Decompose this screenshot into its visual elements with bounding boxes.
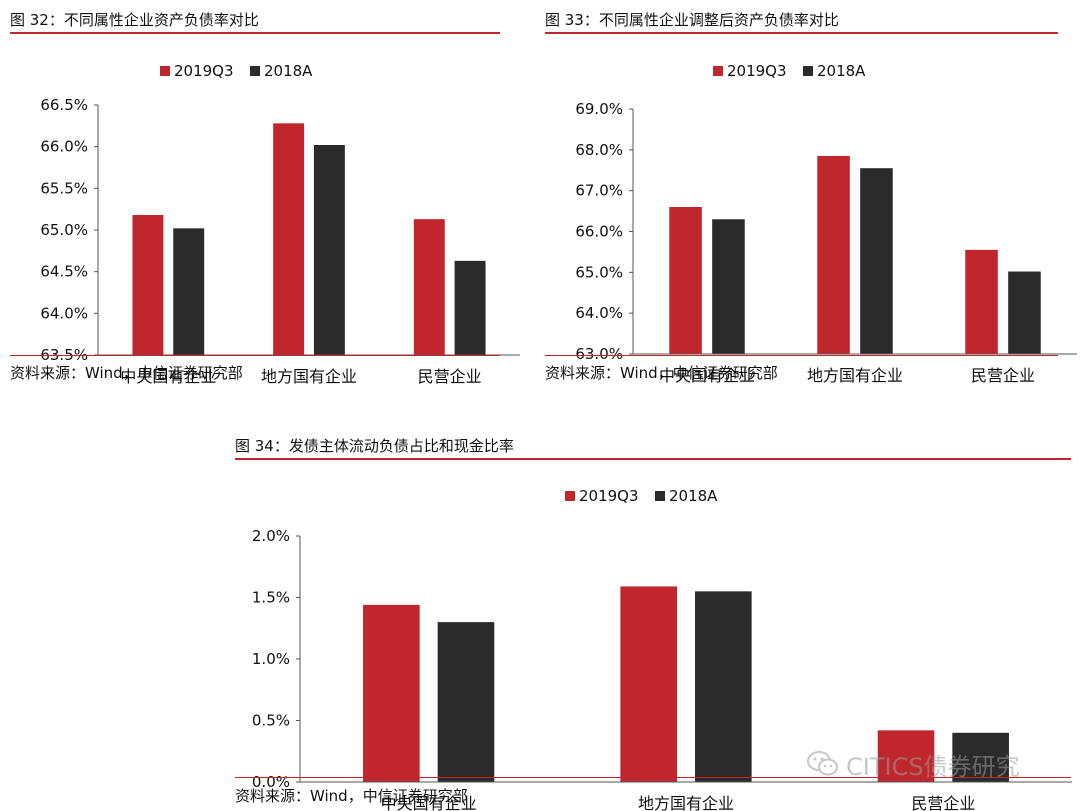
bar — [860, 168, 893, 354]
legend-swatch — [250, 66, 260, 76]
y-tick-label: 65.0% — [40, 221, 88, 239]
bar — [712, 219, 745, 354]
legend-label: 2019Q3 — [174, 62, 234, 80]
x-tick-label: 地方国有企业 — [638, 794, 734, 811]
bar — [132, 215, 164, 355]
legend-label: 2019Q3 — [579, 487, 639, 505]
legend-swatch — [655, 491, 665, 501]
watermark-text: CITICS债券研究 — [846, 752, 1020, 781]
y-tick-label: 64.5% — [40, 263, 88, 281]
source-rule — [545, 355, 1058, 356]
bar-chart-figure-33: 2019Q3 2018A 63.0% 64.0% 65.0% 66.0% 67.0% 68.0… — [575, 62, 1077, 385]
source-note: 资料来源：Wind，中信证券研究部 — [545, 364, 778, 382]
bar — [313, 145, 345, 355]
bar — [877, 730, 935, 782]
y-tick-label: 1.5% — [252, 589, 290, 607]
y-tick-label: 64.0% — [40, 304, 88, 322]
bar — [363, 604, 420, 782]
y-tick-label: 68.0% — [575, 141, 623, 159]
legend-label: 2018A — [817, 62, 866, 80]
bar — [437, 622, 495, 782]
y-tick-label: 2.0% — [252, 527, 290, 545]
bar — [273, 123, 305, 355]
source-rule — [235, 777, 1071, 778]
x-tick-label: 地方国有企业 — [807, 366, 903, 385]
legend-label: 2018A — [264, 62, 313, 80]
figure-title: 图 34：发债主体流动负债占比和现金比率 — [235, 437, 514, 455]
legend-label: 2018A — [669, 487, 718, 505]
title-rule — [10, 32, 500, 34]
y-tick-label: 66.0% — [575, 223, 623, 241]
title-rule — [235, 458, 1071, 460]
bar — [952, 732, 1009, 782]
x-tick-label: 地方国有企业 — [261, 367, 357, 386]
figure-33: 图 33：不同属性企业调整后资产负债率对比 2019Q3 2018A 63.0% 64… — [545, 10, 1077, 390]
x-tick-label: 民营企业 — [418, 367, 482, 386]
legend-swatch — [565, 491, 575, 501]
x-tick-label: 民营企业 — [971, 366, 1035, 385]
legend-label: 2019Q3 — [727, 62, 787, 80]
bar — [620, 586, 677, 782]
bar — [173, 228, 205, 355]
y-tick-label: 65.0% — [575, 263, 623, 281]
watermark: CITICS债券研究 — [806, 748, 1020, 781]
y-tick-label: 1.0% — [252, 650, 290, 668]
source-note: 资料来源：Wind，中信证券研究部 — [235, 787, 468, 805]
legend-swatch — [803, 66, 813, 76]
legend-swatch — [160, 66, 170, 76]
y-tick-label: 63.0% — [575, 345, 623, 363]
bar — [669, 207, 702, 354]
bar — [695, 591, 752, 782]
x-tick-label: 中央国有企业 — [120, 367, 216, 386]
legend-swatch — [713, 66, 723, 76]
y-tick-label: 69.0% — [575, 100, 623, 118]
bar-chart-figure-32: 2019Q3 2018A63.5%64.0%64.5%65.0%65.5%66.0… — [40, 62, 520, 386]
y-tick-label: 66.0% — [40, 138, 88, 156]
bar — [817, 155, 850, 354]
figure-34: 图 34：发债主体流动负债占比和现金比率 2019Q3 2018A 0.0% 0.5%… — [235, 436, 1072, 811]
bar — [1008, 271, 1041, 354]
wechat-icon — [807, 751, 838, 776]
bar — [965, 249, 998, 354]
source-note: 资料来源：Wind，中信证券研究部 — [10, 364, 243, 382]
y-tick-label: 66.5% — [40, 96, 88, 114]
y-tick-label: 64.0% — [575, 304, 623, 322]
figure-title: 图 33：不同属性企业调整后资产负债率对比 — [545, 11, 839, 29]
source-rule — [10, 355, 500, 356]
x-tick-label: 中央国有企业 — [381, 794, 477, 811]
bar — [454, 260, 486, 355]
x-tick-label: 中央国有企业 — [659, 366, 755, 385]
figure-32: 图 32：不同属性企业资产负债率对比 2019Q3 2018A 63.5% 64.0%… — [10, 10, 520, 390]
title-rule — [545, 32, 1058, 34]
y-tick-label: 67.0% — [575, 182, 623, 200]
x-tick-label: 民营企业 — [911, 794, 975, 811]
figure-title: 图 32：不同属性企业资产负债率对比 — [10, 11, 259, 29]
bar — [413, 219, 445, 355]
y-tick-label: 0.5% — [252, 712, 290, 730]
y-tick-label: 65.5% — [40, 179, 88, 197]
